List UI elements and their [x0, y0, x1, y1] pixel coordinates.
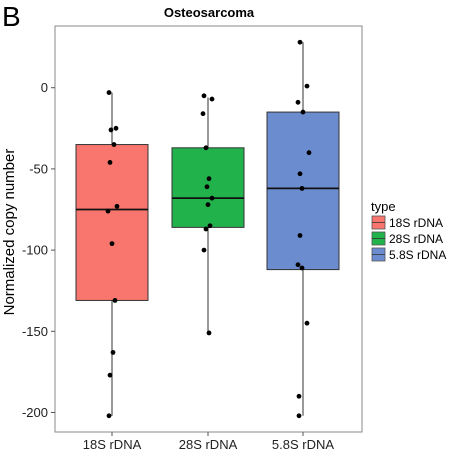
data-point — [296, 413, 302, 419]
data-point — [207, 223, 213, 229]
data-point — [200, 111, 206, 117]
legend-label: 5.8S rDNA — [389, 248, 446, 262]
legend-title: type — [371, 199, 396, 214]
data-point — [201, 247, 207, 253]
data-point — [107, 160, 113, 165]
data-point — [111, 142, 117, 147]
data-point — [304, 83, 310, 89]
y-tick-label: -150 — [22, 324, 48, 339]
data-point — [304, 320, 310, 326]
x-tick-label: 5.8S rDNA — [272, 437, 334, 452]
data-point — [107, 372, 113, 378]
data-point — [201, 93, 207, 99]
data-point — [206, 330, 212, 336]
data-point — [110, 350, 116, 355]
y-tick-label: -50 — [29, 161, 48, 176]
y-tick-label: 0 — [41, 80, 48, 95]
data-point — [297, 39, 303, 45]
data-point — [296, 393, 302, 399]
box-iqr — [266, 111, 340, 271]
legend-label: 18S rDNA — [389, 216, 443, 230]
data-point — [209, 195, 215, 201]
legend: type 18S rDNA 28S rDNA 5.8S rDNA — [371, 199, 446, 262]
panel-letter: B — [2, 1, 21, 32]
box-iqr — [75, 144, 149, 301]
data-point — [295, 262, 301, 268]
plot-area: 0 -50 -100 -150 -200 18S rDNA 28S rDNA 5.8S rDN… — [22, 25, 363, 452]
data-point — [306, 150, 312, 156]
data-point — [203, 145, 209, 151]
x-tick-label: 28S rDNA — [179, 437, 238, 452]
data-point — [114, 203, 120, 209]
data-point — [295, 99, 301, 105]
data-point — [297, 233, 303, 238]
y-tick-label: -200 — [22, 405, 48, 420]
data-point — [106, 90, 112, 95]
data-point — [204, 184, 210, 190]
y-tick-label: -100 — [22, 243, 48, 258]
data-point — [108, 127, 114, 133]
chart-title: Osteosarcoma — [164, 5, 255, 20]
data-point — [109, 241, 115, 247]
data-point — [209, 96, 215, 102]
x-tick-label: 18S rDNA — [83, 437, 142, 452]
y-axis-label: Normalized copy number — [1, 149, 18, 316]
box-1 — [75, 92, 149, 416]
data-point — [112, 298, 118, 303]
data-point — [300, 109, 306, 115]
data-point — [203, 226, 209, 232]
data-point — [297, 171, 303, 177]
data-point — [205, 202, 211, 208]
data-point — [299, 265, 305, 271]
box-3 — [266, 42, 340, 416]
data-point — [106, 413, 112, 419]
data-point — [206, 176, 212, 182]
legend-label: 28S rDNA — [389, 232, 443, 246]
data-point — [113, 125, 119, 131]
data-point — [299, 186, 305, 191]
data-point — [105, 208, 111, 214]
